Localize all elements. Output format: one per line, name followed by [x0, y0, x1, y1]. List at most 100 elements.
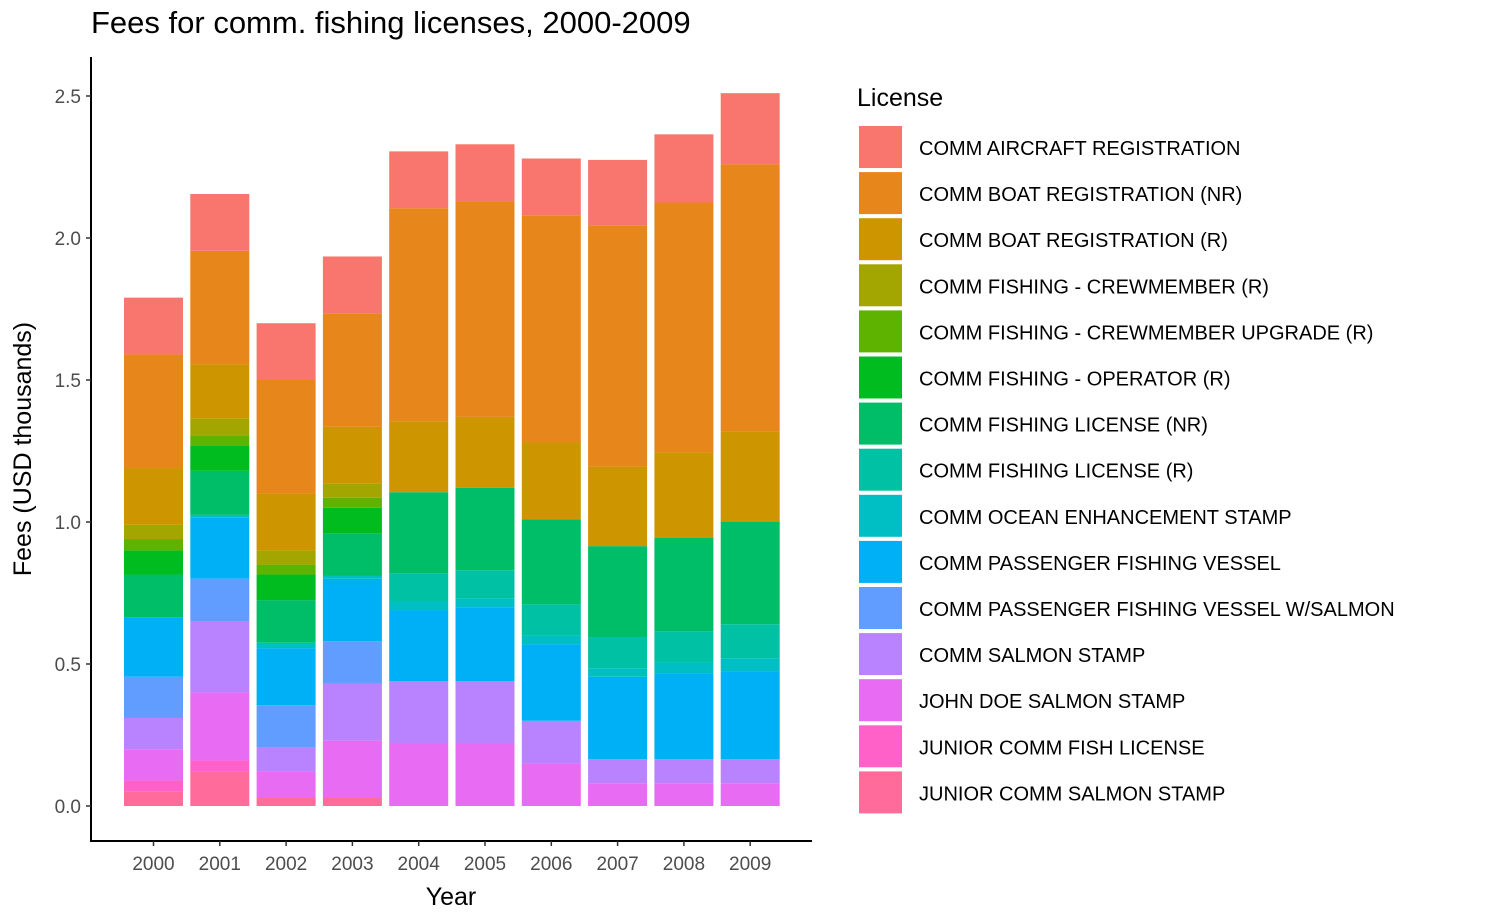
bar-segment: [654, 134, 714, 203]
legend-item: COMM FISHING - OPERATOR (R): [859, 356, 1230, 399]
bar-segment: [455, 487, 515, 571]
bar-segment: [389, 492, 449, 574]
bar-segment: [256, 493, 316, 551]
y-tick-label: 2.5: [55, 87, 81, 108]
bar-segment: [455, 598, 515, 608]
bar-segment: [190, 578, 250, 622]
bar-segment: [654, 452, 714, 538]
bar-stack-2003: [322, 256, 382, 806]
y-tick-label: 2.0: [55, 229, 81, 250]
legend-key: [859, 264, 902, 307]
y-tick-label: 0.0: [55, 797, 81, 818]
x-tick-label: 2003: [331, 854, 373, 875]
bar-segment: [256, 747, 316, 772]
bar-segment: [124, 297, 183, 355]
legend-key: [859, 587, 902, 629]
bar-segment: [654, 202, 714, 453]
bar-segment: [124, 749, 183, 781]
bar-segment: [389, 421, 449, 493]
bar-segment: [256, 797, 316, 806]
x-tick-label: 2001: [199, 854, 241, 875]
legend-item: COMM SALMON STAMP: [859, 633, 1145, 676]
bar-segment: [322, 533, 382, 576]
bar-segment: [256, 380, 316, 494]
bar-segment: [256, 550, 316, 565]
bar-segment: [256, 600, 316, 643]
bar-segment: [455, 681, 515, 744]
legend-key: [859, 679, 902, 722]
legend-item: COMM FISHING LICENSE (R): [859, 448, 1193, 491]
bar-segment: [389, 151, 449, 209]
bar-stack-2000: [124, 297, 183, 806]
y-tick-label: 1.5: [55, 371, 81, 392]
legend-key: [859, 633, 902, 676]
bar-segment: [720, 93, 780, 165]
x-axis-ticks: 2000 2001 2002 2003 2004 2005 2006 2007 2008 2009: [132, 841, 771, 875]
legend-label: JUNIOR COMM FISH LICENSE: [919, 737, 1205, 759]
bar-segment: [521, 442, 581, 520]
bar-segment: [521, 519, 581, 605]
bar-segment: [521, 635, 581, 645]
x-tick-label: 2008: [663, 854, 705, 875]
legend-label: COMM AIRCRAFT REGISTRATION: [919, 138, 1241, 160]
x-tick-label: 2009: [729, 854, 771, 875]
legend-key: [859, 172, 902, 215]
bar-segment: [455, 607, 515, 682]
legend-label: JOHN DOE SALMON STAMP: [919, 691, 1185, 713]
legend-item: COMM PASSENGER FISHING VESSEL W/SALMON: [859, 587, 1395, 629]
bar-segment: [521, 158, 581, 216]
bar-stack-2009: [720, 93, 780, 806]
bar-segment: [322, 256, 382, 314]
chart-title: Fees for comm. fishing licenses, 2000-20…: [91, 5, 691, 40]
bar-segment: [124, 539, 183, 551]
bar-segment: [124, 791, 183, 806]
x-tick-label: 2006: [530, 854, 572, 875]
bar-stack-2006: [521, 158, 581, 806]
plot-area: [124, 93, 780, 806]
bar-segment: [389, 573, 449, 602]
bar-segment: [322, 797, 382, 806]
legend-item: JOHN DOE SALMON STAMP: [859, 679, 1185, 722]
bar-segment: [190, 771, 250, 806]
legend-key: [859, 356, 902, 399]
legend: COMM AIRCRAFT REGISTRATION COMM BOAT REGI…: [859, 126, 1395, 814]
bar-segment: [588, 676, 648, 760]
bar-segment: [720, 624, 780, 659]
bar-segment: [389, 681, 449, 744]
bar-segment: [322, 507, 382, 534]
bar-segment: [654, 662, 714, 674]
legend-key: [859, 725, 902, 768]
legend-item: COMM OCEAN ENHANCEMENT STAMP: [859, 494, 1292, 537]
legend-item: COMM BOAT REGISTRATION (NR): [859, 172, 1242, 215]
bar-segment: [256, 642, 316, 649]
bar-stack-2008: [654, 134, 714, 806]
legend-key: [859, 218, 902, 261]
bar-segment: [720, 671, 780, 760]
bar-segment: [256, 648, 316, 706]
bar-segment: [256, 323, 316, 380]
legend-title: License: [857, 84, 943, 112]
bar-segment: [455, 144, 515, 202]
y-tick-label: 0.5: [55, 655, 81, 676]
legend-label: COMM FISHING - CREWMEMBER UPGRADE (R): [919, 322, 1373, 344]
bar-stack-2002: [256, 323, 316, 806]
bar-segment: [124, 354, 183, 469]
x-axis-title: Year: [426, 883, 477, 911]
bar-segment: [190, 435, 250, 446]
legend-label: COMM BOAT REGISTRATION (NR): [919, 184, 1242, 206]
bar-segment: [322, 483, 382, 498]
legend-label: COMM OCEAN ENHANCEMENT STAMP: [919, 507, 1292, 529]
bar-segment: [322, 578, 382, 642]
bar-segment: [190, 470, 250, 515]
legend-item: COMM BOAT REGISTRATION (R): [859, 218, 1228, 261]
legend-key: [859, 494, 902, 537]
bar-segment: [124, 676, 183, 718]
bar-segment: [720, 759, 780, 784]
bar-segment: [654, 783, 714, 806]
x-tick-label: 2004: [398, 854, 441, 875]
bar-segment: [521, 604, 581, 636]
legend-key: [859, 310, 902, 353]
bar-segment: [190, 692, 250, 761]
bar-segment: [521, 763, 581, 806]
